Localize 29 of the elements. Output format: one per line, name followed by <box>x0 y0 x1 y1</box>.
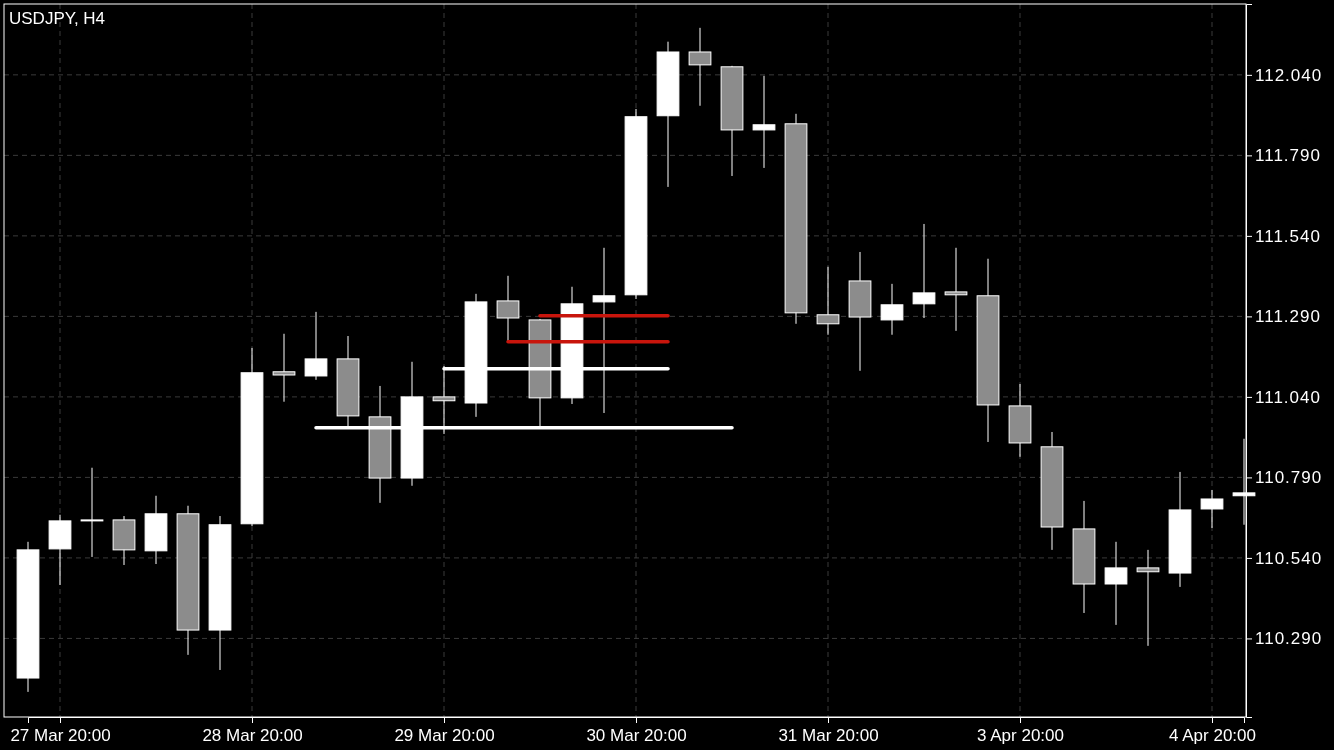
candlestick <box>304 311 328 381</box>
y-tick-label: 110.790 <box>1255 468 1323 488</box>
x-tick-label: 27 Mar 20:00 <box>10 726 111 746</box>
candlestick <box>272 333 296 403</box>
candlestick <box>816 266 840 336</box>
y-tick-label: 111.290 <box>1255 307 1321 327</box>
x-tick-label: 3 Apr 20:00 <box>977 726 1064 746</box>
candlestick <box>944 247 968 332</box>
candlestick <box>496 275 520 343</box>
candlestick <box>1104 541 1128 626</box>
candlestick <box>1200 489 1224 529</box>
candlestick <box>912 223 936 319</box>
y-tick-label: 110.540 <box>1255 548 1323 568</box>
y-tick-label: 111.540 <box>1255 226 1321 246</box>
x-tick-label: 31 Mar 20:00 <box>778 726 879 746</box>
x-tick-label: 28 Mar 20:00 <box>202 726 303 746</box>
chart-title: USDJPY, H4 <box>9 9 106 28</box>
y-tick-label: 111.040 <box>1255 387 1321 407</box>
x-tick-label: 29 Mar 20:00 <box>394 726 495 746</box>
candlestick <box>752 75 776 169</box>
y-tick-label: 111.790 <box>1255 146 1321 166</box>
y-tick-label: 112.040 <box>1255 65 1323 85</box>
candlestick <box>80 467 104 558</box>
y-tick-label: 110.290 <box>1255 629 1323 649</box>
x-tick-label: 30 Mar 20:00 <box>586 726 687 746</box>
candlestick <box>880 283 904 336</box>
candlestick <box>1136 549 1160 647</box>
x-tick-label: 4 Apr 20:00 <box>1169 726 1256 746</box>
candlestick <box>688 27 712 107</box>
